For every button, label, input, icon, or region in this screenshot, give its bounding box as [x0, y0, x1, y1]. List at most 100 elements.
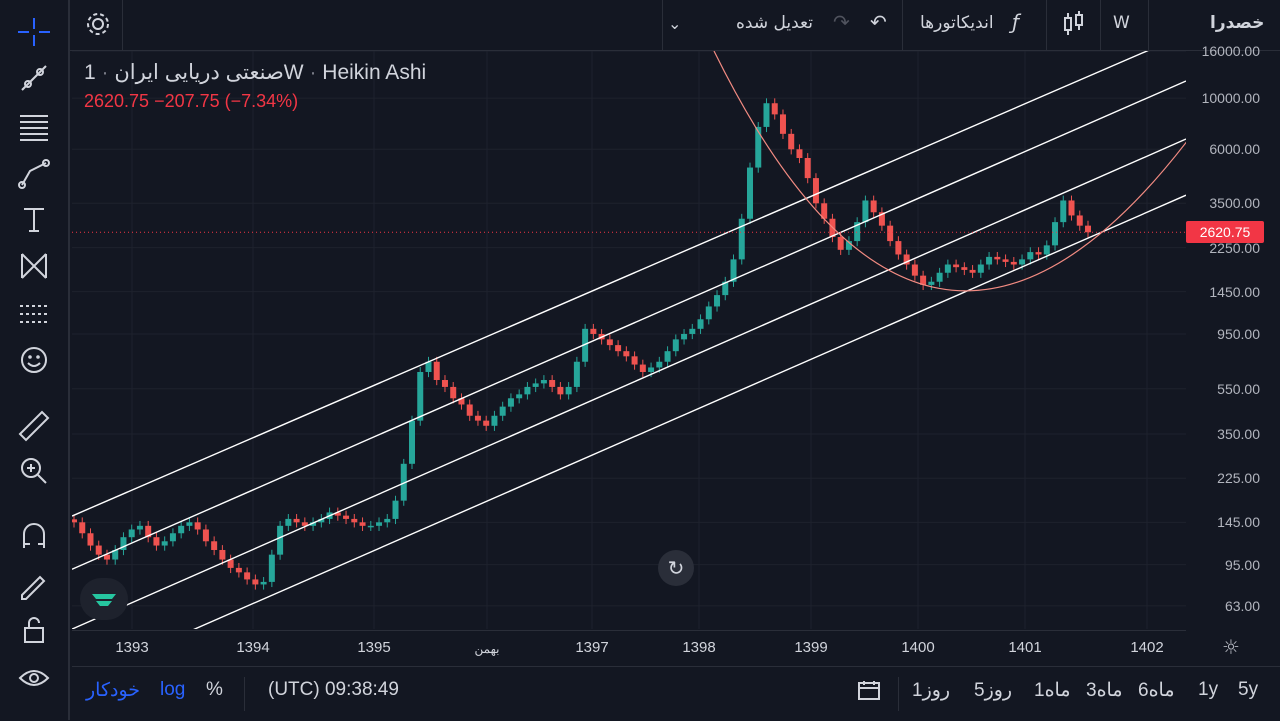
candle-body — [1043, 245, 1050, 255]
candle-body — [961, 267, 968, 270]
settings-icon[interactable] — [84, 10, 112, 43]
range-6m[interactable]: 6ماه — [1138, 680, 1175, 701]
candle-body — [722, 281, 729, 296]
chart-plot-area[interactable] — [72, 51, 1186, 629]
candle-body — [417, 371, 424, 421]
candle-body — [359, 522, 366, 526]
symbol-search[interactable]: خصدرا — [1210, 13, 1265, 33]
candle-body — [1002, 259, 1009, 262]
candle-body — [244, 572, 251, 580]
candle-body — [615, 345, 622, 352]
candle-body — [343, 515, 350, 519]
range-5y[interactable]: 5y — [1238, 679, 1259, 700]
channel-line-upper-mid — [72, 80, 1186, 570]
candle-body — [409, 420, 415, 464]
x-tick-label: 1393 — [115, 639, 149, 656]
adjusted-toggle[interactable]: تعدیل شده — [736, 13, 813, 33]
top-toolbar: ⌄ تعدیل شده ↷ ↶ اندیکاتورها ƒ W خصدرا — [70, 0, 1280, 51]
candle-body — [334, 512, 341, 516]
candle-body — [920, 275, 927, 285]
price-axis[interactable]: 16000.00 10000.00 6000.00 3500.00 2250.00 145… — [1187, 43, 1280, 629]
x-tick-label: 1394 — [236, 639, 270, 656]
lock-drawing-icon[interactable] — [14, 565, 54, 601]
range-1m[interactable]: 1ماه — [1034, 680, 1071, 701]
magnet-icon[interactable] — [14, 518, 54, 554]
candle-body — [837, 237, 844, 250]
candle-body — [474, 415, 481, 421]
date-range-icon[interactable] — [856, 679, 882, 709]
range-5d[interactable]: 5روز — [974, 680, 1013, 701]
unlock-icon[interactable] — [14, 612, 54, 648]
y-tick-label: 1450.00 — [1209, 283, 1260, 300]
candle-body — [648, 367, 655, 372]
chevron-down-icon[interactable]: ⌄ — [668, 14, 682, 33]
candles-icon[interactable] — [1062, 10, 1086, 43]
y-tick-label: 16000.00 — [1201, 43, 1260, 59]
candle-body — [1068, 200, 1075, 216]
candle-body — [944, 264, 951, 273]
eye-icon[interactable] — [14, 660, 54, 696]
range-3m[interactable]: 3ماه — [1086, 680, 1123, 701]
candle-body — [219, 549, 226, 560]
bottom-toolbar: خودکار log % (UTC) 09:38:49 1روز 5روز 1م… — [72, 666, 1280, 721]
text-icon[interactable] — [14, 202, 54, 238]
x-tick-label: 1401 — [1008, 639, 1042, 656]
range-1y[interactable]: 1y — [1198, 679, 1219, 700]
candle-body — [854, 222, 861, 242]
undo-icon[interactable]: ↶ — [870, 10, 887, 34]
candle-body — [384, 518, 391, 523]
candle-body — [672, 339, 679, 352]
candle-body — [72, 519, 77, 523]
fib-retracement-icon[interactable] — [14, 108, 54, 144]
candle-body — [499, 406, 506, 416]
x-tick-label: 1398 — [682, 639, 716, 656]
candle-body — [994, 256, 1001, 260]
candle-body — [458, 398, 465, 405]
range-1d[interactable]: 1روز — [912, 680, 951, 701]
time-axis[interactable]: ☼ 1393 1394 1395 بهمن 1397 1398 1399 1400 1401 14… — [72, 630, 1240, 665]
candle-body — [351, 518, 358, 523]
candle-body — [986, 256, 993, 265]
zoom-in-icon[interactable] — [14, 452, 54, 488]
gear-icon[interactable]: ☼ — [1222, 635, 1240, 659]
candle-body — [747, 167, 753, 219]
candle-body — [483, 420, 490, 426]
channel-line-lower — [193, 194, 1186, 629]
candle-body — [491, 415, 498, 426]
price-chart[interactable] — [72, 51, 1186, 629]
auto-scale-button[interactable]: خودکار — [86, 680, 141, 701]
legend-interval: 1W — [84, 61, 304, 84]
pattern-icon[interactable] — [14, 248, 54, 284]
candle-body — [755, 126, 762, 168]
candle-body — [705, 306, 712, 320]
candle-body — [664, 351, 671, 362]
trend-line-icon[interactable] — [14, 60, 54, 96]
ruler-icon[interactable] — [14, 406, 54, 442]
candle-body — [738, 218, 745, 260]
fx-icon[interactable]: ƒ — [1012, 10, 1020, 34]
candle-body — [376, 522, 383, 526]
redo-icon[interactable]: ↷ — [833, 10, 850, 34]
candle-body — [1035, 252, 1042, 255]
candle-body — [895, 241, 902, 255]
prediction-icon[interactable] — [14, 296, 54, 332]
emoji-icon[interactable] — [14, 342, 54, 378]
candle-body — [112, 549, 119, 560]
clock-time[interactable]: (UTC) 09:38:49 — [268, 679, 399, 700]
percent-scale-button[interactable]: % — [206, 679, 223, 700]
interval-button[interactable]: W — [1113, 13, 1130, 33]
indicators-button[interactable]: اندیکاتورها — [920, 13, 994, 33]
candle-body — [862, 200, 869, 223]
log-scale-button[interactable]: log — [160, 679, 186, 700]
crosshair-icon[interactable] — [14, 14, 54, 50]
broker-logo[interactable] — [80, 578, 128, 620]
x-tick-label: بهمن — [474, 642, 500, 656]
candle-body — [194, 522, 201, 530]
x-tick-label: 1402 — [1130, 639, 1164, 656]
reset-chart-button[interactable]: ↻ — [658, 550, 694, 586]
candle-body — [367, 525, 374, 528]
path-icon[interactable] — [14, 155, 54, 191]
candle-body — [1085, 225, 1091, 233]
candle-body — [540, 380, 547, 384]
legend-price: 2620.75 −207.75 (−7.34%) — [84, 91, 299, 111]
